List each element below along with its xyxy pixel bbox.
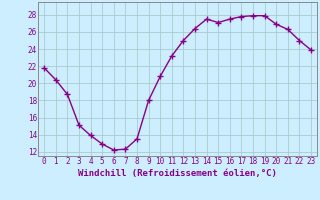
X-axis label: Windchill (Refroidissement éolien,°C): Windchill (Refroidissement éolien,°C) — [78, 169, 277, 178]
